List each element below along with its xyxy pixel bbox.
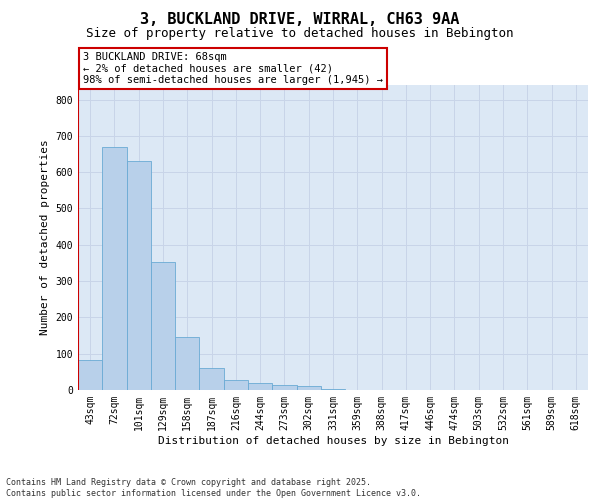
X-axis label: Distribution of detached houses by size in Bebington: Distribution of detached houses by size … (157, 436, 509, 446)
Text: Size of property relative to detached houses in Bebington: Size of property relative to detached ho… (86, 28, 514, 40)
Bar (199, 368, 224, 390)
Text: Contains HM Land Registry data © Crown copyright and database right 2025.
Contai: Contains HM Land Registry data © Crown c… (6, 478, 421, 498)
Bar (248, 382, 272, 390)
Bar (296, 386, 321, 390)
Text: 3, BUCKLAND DRIVE, WIRRAL, CH63 9AA: 3, BUCKLAND DRIVE, WIRRAL, CH63 9AA (140, 12, 460, 28)
Bar (321, 388, 345, 390)
Bar (102, 146, 127, 390)
Bar (78, 360, 102, 390)
Bar (224, 380, 248, 390)
Bar (272, 384, 296, 390)
Bar (175, 336, 199, 390)
Text: 3 BUCKLAND DRIVE: 68sqm
← 2% of detached houses are smaller (42)
98% of semi-det: 3 BUCKLAND DRIVE: 68sqm ← 2% of detached… (83, 52, 383, 85)
Bar (151, 262, 175, 390)
Y-axis label: Number of detached properties: Number of detached properties (40, 140, 50, 336)
Bar (127, 160, 151, 390)
